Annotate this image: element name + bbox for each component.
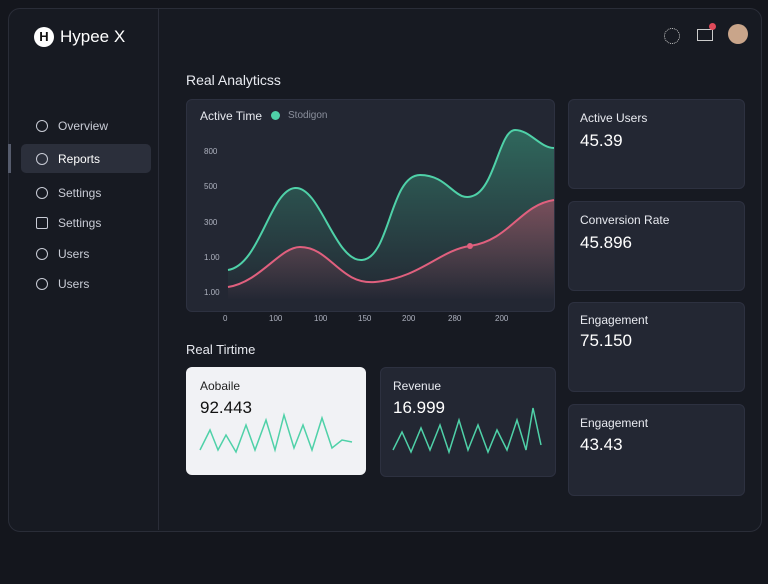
- card-value: 45.896: [580, 233, 632, 252]
- y-tick-label: 500: [204, 182, 218, 191]
- logo-icon: H: [34, 27, 54, 47]
- nav-item[interactable]: Users: [36, 244, 89, 264]
- card-label: Revenue: [393, 379, 442, 393]
- x-tick-label: 200: [495, 314, 509, 323]
- y-tick-label: 800: [204, 147, 218, 156]
- stat-card[interactable]: [380, 367, 556, 477]
- legend-dot: [271, 111, 280, 120]
- nav-label: Reports: [58, 152, 101, 166]
- x-tick-label: 100: [314, 314, 328, 323]
- x-tick-label: 280: [448, 314, 462, 323]
- card-label: Engagement: [580, 416, 649, 430]
- card-value: 43.43: [580, 435, 623, 454]
- marker: [467, 243, 473, 249]
- y-tick-label: 300: [204, 218, 218, 227]
- nav-label: Settings: [58, 186, 102, 200]
- stat-card[interactable]: [186, 367, 366, 475]
- section-title: Real Tirtime: [186, 342, 256, 357]
- chart-title: Active Time: [200, 109, 263, 123]
- nav-label: Users: [58, 277, 90, 291]
- metric-card[interactable]: [568, 404, 745, 496]
- sidebar-divider: [158, 9, 159, 530]
- card-label: Aobaile: [200, 379, 241, 393]
- card-value: 92.443: [200, 398, 252, 417]
- metric-card[interactable]: [568, 99, 745, 189]
- y-tick-label: 1.00: [204, 288, 220, 297]
- mail-icon[interactable]: [697, 29, 713, 41]
- metric-card[interactable]: [568, 302, 745, 392]
- nav-label: Settings: [58, 216, 102, 230]
- section-title: Real Analyticss: [186, 72, 281, 88]
- nav-item[interactable]: Settings: [36, 213, 101, 233]
- shape: [199, 412, 353, 454]
- area: [228, 200, 554, 300]
- metric-card[interactable]: [568, 201, 745, 291]
- x-tick-label: 150: [358, 314, 372, 323]
- y-tick-label: 1.00: [204, 253, 220, 262]
- card-label: Active Users: [580, 111, 648, 125]
- nav-item[interactable]: Reports: [36, 149, 100, 169]
- nav-label: Users: [58, 247, 90, 261]
- nav-label: Overview: [58, 119, 109, 133]
- settings-icon[interactable]: [664, 28, 680, 44]
- legend-label: Stodigon: [288, 110, 328, 121]
- avatar[interactable]: [728, 24, 748, 44]
- nav-indicator: [8, 144, 11, 173]
- brand: Hypee X: [60, 27, 126, 46]
- shape: [392, 407, 542, 455]
- x-tick-label: 200: [402, 314, 416, 323]
- card-value: 45.39: [580, 131, 623, 150]
- card-value: 16.999: [393, 398, 445, 417]
- card-label: Conversion Rate: [580, 213, 670, 227]
- x-tick-label: 0: [223, 314, 228, 323]
- badge: [709, 23, 716, 30]
- card-label: Engagement: [580, 313, 649, 327]
- card-value: 75.150: [580, 331, 632, 350]
- line: [227, 128, 555, 271]
- nav-item[interactable]: Overview: [36, 116, 108, 136]
- nav-item[interactable]: Users: [36, 274, 89, 294]
- x-tick-label: 100: [269, 314, 283, 323]
- line: [227, 199, 555, 288]
- nav-item[interactable]: Settings: [36, 183, 101, 203]
